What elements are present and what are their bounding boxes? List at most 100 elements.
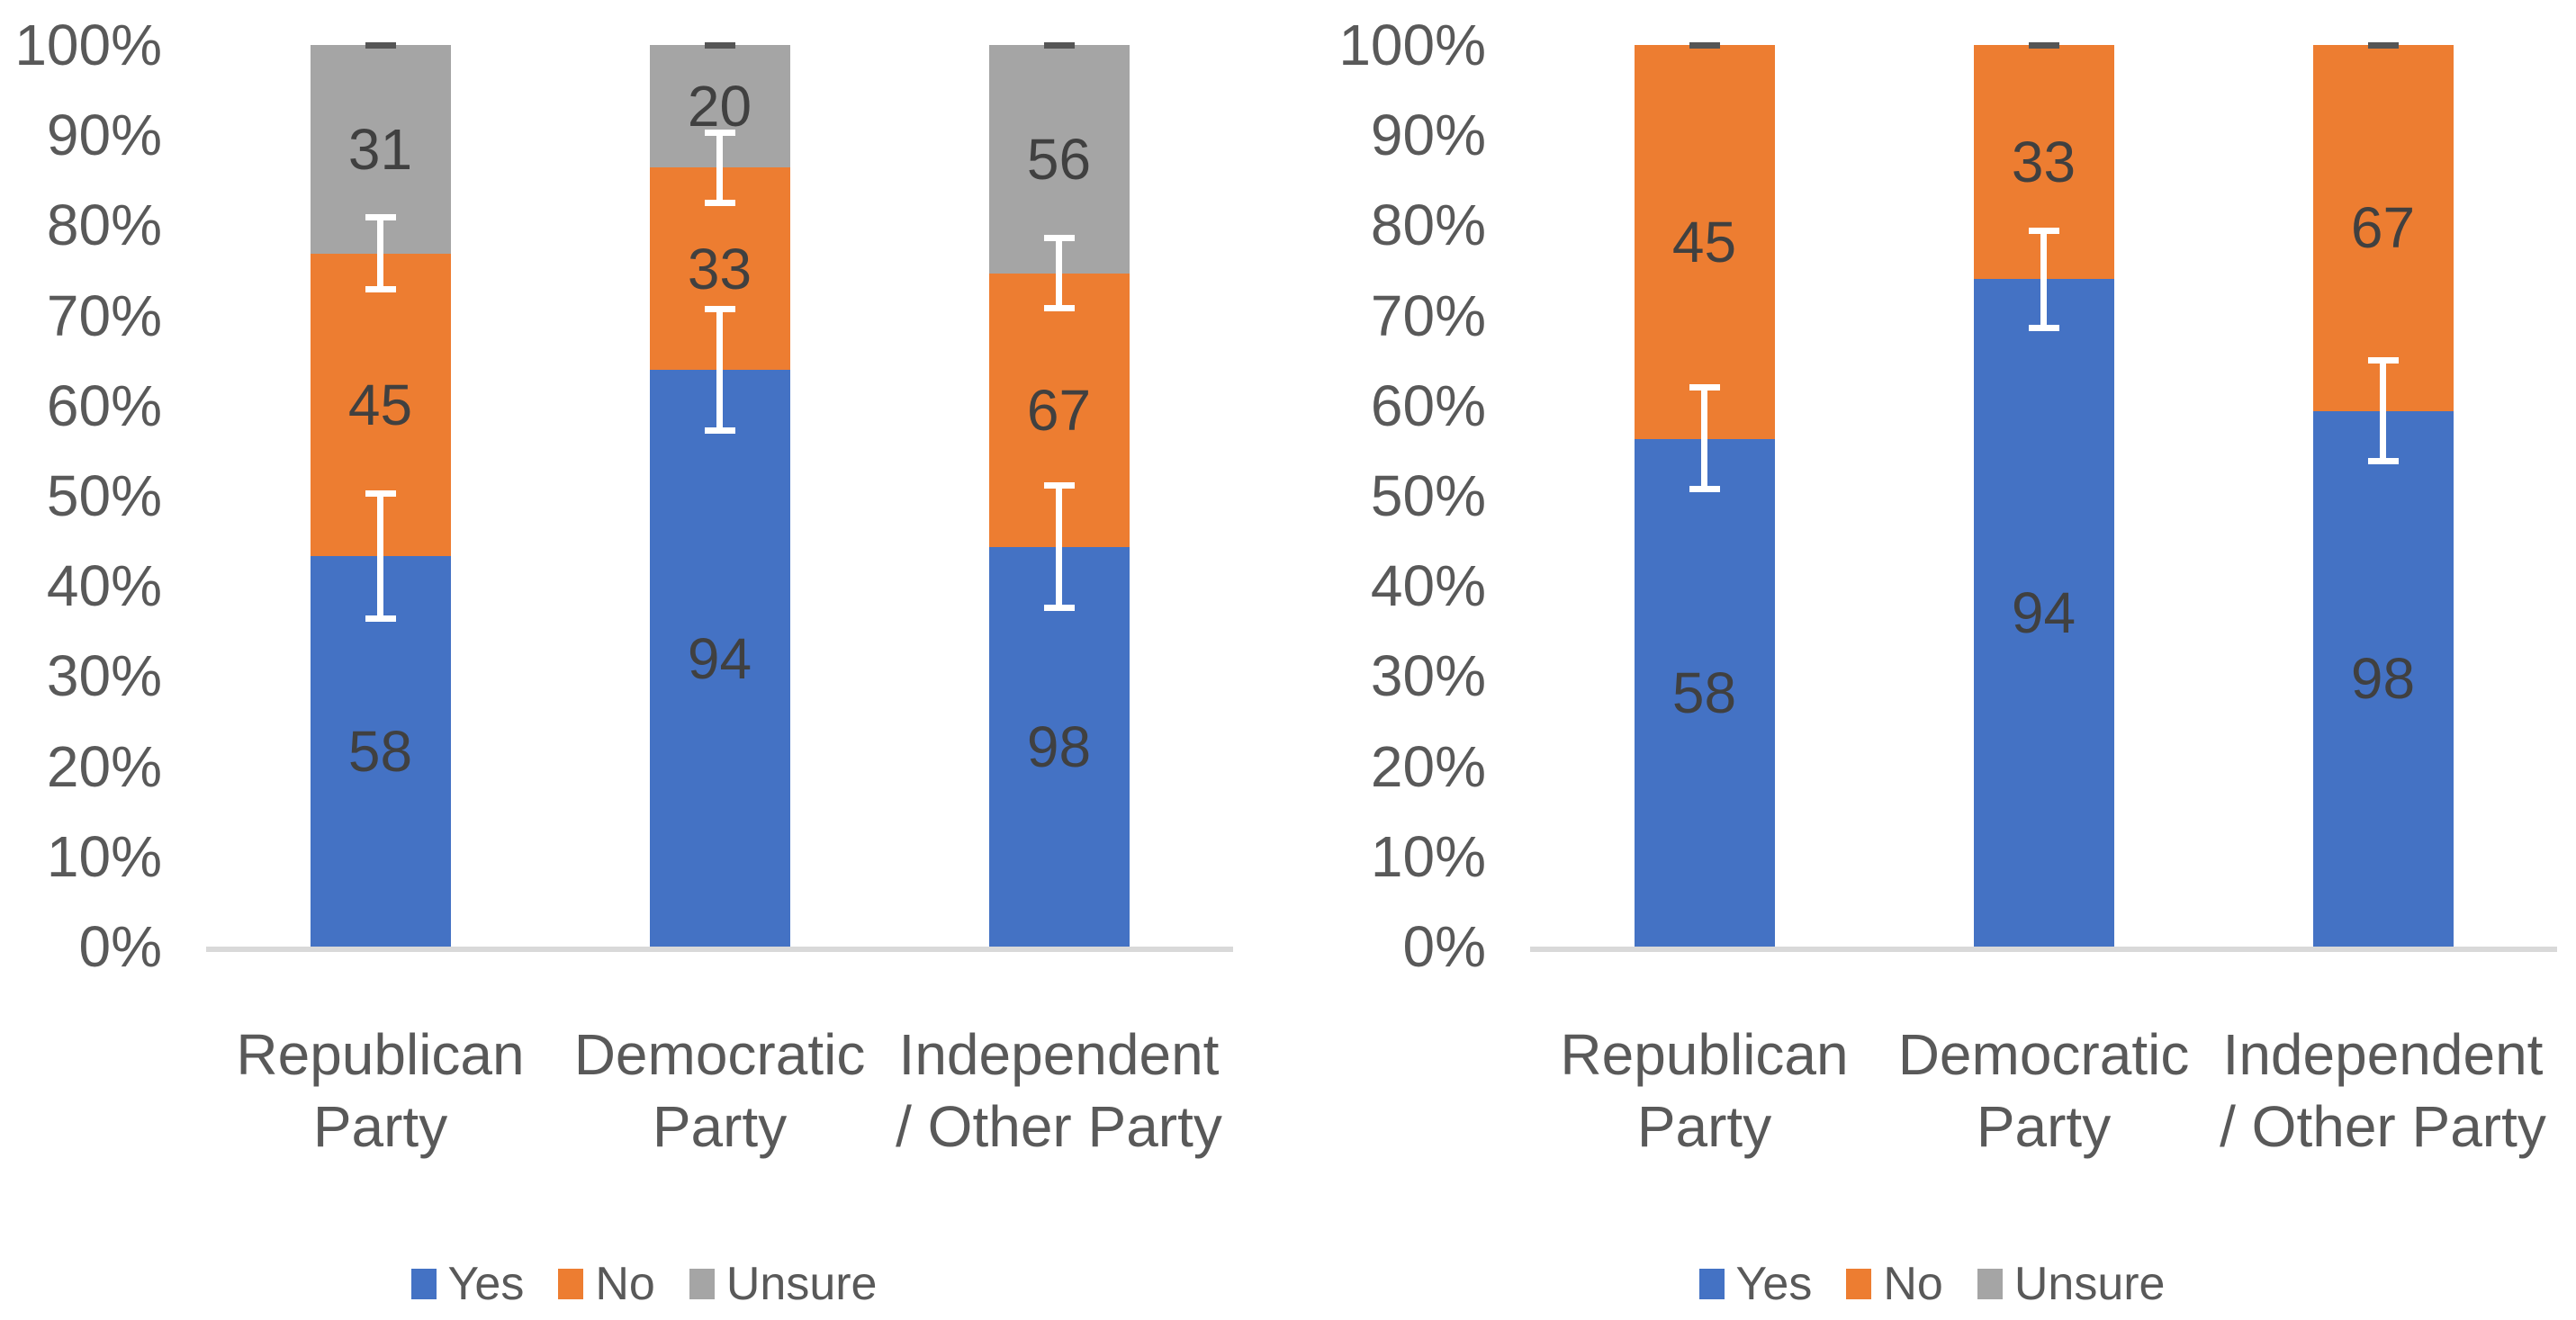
error-bar-cap-top — [2028, 227, 2059, 234]
data-label-no: 45 — [1671, 209, 1737, 274]
bar-segment-no — [1634, 45, 1775, 439]
error-bar-cap-bottom — [365, 286, 396, 293]
y-axis-tick-label: 50% — [1370, 463, 1486, 528]
legend: Yes No Unsure — [1288, 1253, 2576, 1316]
error-bar-cap-bottom — [1043, 604, 1075, 611]
error-bar-cap-top — [704, 129, 735, 136]
legend-swatch-no-icon — [558, 1269, 584, 1299]
y-axis-tick-label: 20% — [1370, 733, 1486, 799]
x-axis-category-label-line1: Democratic — [1897, 1022, 2190, 1087]
y-axis-tick-label: 30% — [1370, 643, 1486, 709]
legend-swatch-unsure-icon — [689, 1269, 715, 1299]
y-axis-tick-label: 60% — [1370, 373, 1486, 438]
y-axis-tick-label: 50% — [46, 463, 162, 528]
data-label-yes: 94 — [2011, 580, 2076, 646]
x-axis-category-label-line2: / Other Party — [896, 1094, 1222, 1159]
stacked-bar-chart-right: 0% 10% 20% 30% 40% 50% 60% 70% 80% 90% 100% 58 45 Rep… — [1288, 0, 2576, 1320]
data-label-yes: 98 — [2350, 646, 2416, 712]
x-axis-category-label-line2: Party — [652, 1094, 788, 1159]
legend-item-yes: Yes — [1698, 1257, 1813, 1311]
error-bar-line — [1701, 387, 1707, 489]
x-axis-category-label-line1: Independent — [2222, 1022, 2544, 1087]
legend-item-yes: Yes — [410, 1257, 525, 1311]
error-bar-line — [2380, 360, 2386, 462]
error-bar-cap-bottom — [2028, 325, 2059, 332]
y-axis-tick-label: 10% — [46, 823, 162, 889]
error-bar-cap-top — [1689, 384, 1720, 391]
y-axis-tick-label: 0% — [1402, 914, 1487, 979]
error-bar-line — [716, 309, 723, 431]
x-axis-category-label-line2: / Other Party — [2220, 1094, 2546, 1159]
x-axis-category-label-line1: Republican — [236, 1022, 525, 1087]
error-bar-line — [1056, 485, 1062, 608]
legend-label: No — [1883, 1258, 1943, 1310]
y-axis-tick-label: 80% — [1370, 193, 1486, 258]
y-axis-tick-label: 90% — [46, 103, 162, 168]
bar-segment-yes — [2312, 410, 2454, 947]
bar-segment-yes — [1973, 279, 2114, 947]
data-label-no: 67 — [2350, 195, 2416, 261]
y-axis-tick-label: 70% — [1370, 283, 1486, 348]
top-dash-error-bar — [365, 42, 396, 49]
legend-swatch-yes-icon — [410, 1269, 437, 1299]
y-axis-tick-label: 40% — [1370, 553, 1486, 619]
bar-segment-yes — [1634, 438, 1775, 947]
y-axis-tick-label: 40% — [46, 553, 162, 619]
error-bar-cap-top — [2367, 357, 2399, 364]
legend-item-no: No — [1846, 1257, 1943, 1311]
x-axis-category-label-line1: Republican — [1560, 1022, 1849, 1087]
y-axis-tick-label: 70% — [46, 283, 162, 348]
x-axis-category-label-line1: Independent — [898, 1022, 1220, 1087]
legend-label: No — [595, 1258, 655, 1310]
x-axis-category-label-line2: Party — [1636, 1094, 1772, 1159]
stacked-bar-chart-left: 0% 10% 20% 30% 40% 50% 60% 70% 80% 90% 100% 58 45 31 R… — [0, 13, 1288, 1316]
data-label-yes: 94 — [687, 625, 752, 691]
y-axis-tick-label: 0% — [78, 914, 163, 979]
error-bar-cap-bottom — [1689, 486, 1720, 493]
x-axis-category-label-line2: Party — [312, 1094, 448, 1159]
error-bar-line — [377, 493, 383, 619]
data-label-no: 67 — [1026, 377, 1092, 443]
data-label-yes: 58 — [347, 719, 413, 785]
error-bar-cap-top — [704, 306, 735, 313]
error-bar-line — [1056, 238, 1062, 309]
error-bar-line — [716, 132, 723, 203]
x-axis-category-label-line1: Democratic — [573, 1022, 866, 1087]
legend: Yes No Unsure — [0, 1253, 1288, 1316]
y-axis-tick-label: 100% — [14, 13, 162, 77]
error-bar-cap-bottom — [1043, 305, 1075, 312]
error-bar-line — [377, 217, 383, 290]
legend-label: Yes — [1735, 1258, 1813, 1310]
top-dash-error-bar — [1689, 42, 1720, 49]
legend-label: Unsure — [725, 1258, 878, 1310]
legend-swatch-no-icon — [1846, 1269, 1872, 1299]
error-bar-line — [2040, 230, 2047, 328]
error-bar-cap-bottom — [704, 199, 735, 206]
bar-segment-yes — [649, 370, 790, 947]
legend-item-no: No — [558, 1257, 655, 1311]
y-axis-tick-label: 10% — [1370, 823, 1486, 889]
bar-segment-no — [2312, 45, 2454, 411]
top-dash-error-bar — [2028, 42, 2059, 49]
error-bar-cap-top — [1043, 482, 1075, 489]
legend-item-unsure: Unsure — [689, 1257, 878, 1311]
data-label-unsure: 56 — [1026, 126, 1092, 192]
data-label-no: 33 — [687, 236, 752, 301]
error-bar-cap-bottom — [2367, 458, 2399, 465]
x-axis-line — [206, 947, 1233, 952]
x-axis-category-label-line2: Party — [1976, 1094, 2112, 1159]
legend-item-unsure: Unsure — [1977, 1257, 2166, 1311]
data-label-yes: 58 — [1671, 660, 1737, 725]
legend-swatch-yes-icon — [1698, 1269, 1725, 1299]
error-bar-cap-bottom — [365, 615, 396, 622]
error-bar-cap-bottom — [704, 427, 735, 435]
y-axis-tick-label: 90% — [1370, 103, 1486, 168]
error-bar-cap-top — [365, 490, 396, 498]
data-label-unsure: 20 — [687, 74, 752, 139]
top-dash-error-bar — [704, 42, 735, 49]
data-label-yes: 98 — [1026, 714, 1092, 779]
y-axis-tick-label: 80% — [46, 193, 162, 258]
legend-label: Yes — [447, 1258, 525, 1310]
legend-label: Unsure — [2013, 1258, 2166, 1310]
data-label-unsure: 31 — [347, 116, 413, 182]
